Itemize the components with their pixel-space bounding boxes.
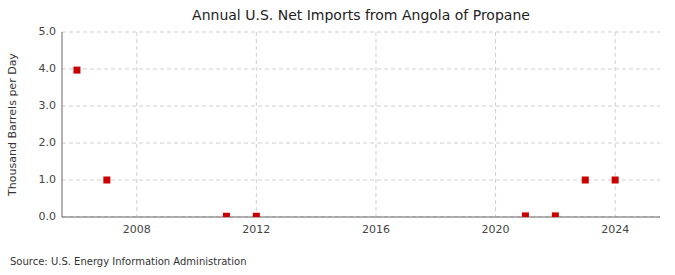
- x-grid-line: [375, 32, 376, 217]
- y-grid-line: [62, 143, 660, 144]
- x-tick-label: 2024: [601, 223, 629, 236]
- y-grid-line: [62, 106, 660, 107]
- y-axis-label: Thousand Barrels per Day: [6, 53, 19, 197]
- point: [552, 212, 559, 217]
- point: [612, 177, 619, 184]
- x-grid-line: [256, 32, 257, 217]
- x-tick-label: 2020: [482, 223, 510, 236]
- source-note: Source: U.S. Energy Information Administ…: [10, 256, 247, 267]
- point: [73, 67, 80, 74]
- y-tick-label: 3.0: [39, 99, 57, 112]
- y-axis-line: [62, 32, 63, 217]
- y-tick-label: 5.0: [39, 25, 57, 38]
- x-axis-line: [62, 217, 660, 218]
- point: [582, 177, 589, 184]
- chart: 0.0 1.0 2.0 3.0 4.0 5.0 2008 2012 2016 2020 2024 An…: [0, 0, 675, 275]
- x-grid-line: [615, 32, 616, 217]
- points: [73, 67, 618, 217]
- title: Annual U.S. Net Imports from Angola of P…: [192, 7, 530, 23]
- x-grid-line: [136, 32, 137, 217]
- axes: 0.0 1.0 2.0 3.0 4.0 5.0 2008 2012 2016 2020 2024: [39, 25, 661, 236]
- y-grid-line: [62, 217, 660, 218]
- x-grid-line: [495, 32, 496, 217]
- point: [253, 213, 260, 217]
- point: [522, 212, 529, 217]
- x-tick-label: 2012: [242, 223, 270, 236]
- y-grid-line: [62, 32, 660, 33]
- y-tick-label: 4.0: [39, 62, 57, 75]
- y-tick-label: 2.0: [39, 136, 57, 149]
- plot-area: [62, 32, 660, 217]
- x-tick-label: 2008: [123, 223, 151, 236]
- grid: [62, 32, 660, 217]
- point: [223, 213, 230, 217]
- point: [103, 177, 110, 184]
- y-grid-line: [62, 69, 660, 70]
- y-tick-label: 0.0: [39, 210, 57, 223]
- y-tick-label: 1.0: [39, 173, 57, 186]
- x-tick-label: 2016: [362, 223, 390, 236]
- y-grid-line: [62, 180, 660, 181]
